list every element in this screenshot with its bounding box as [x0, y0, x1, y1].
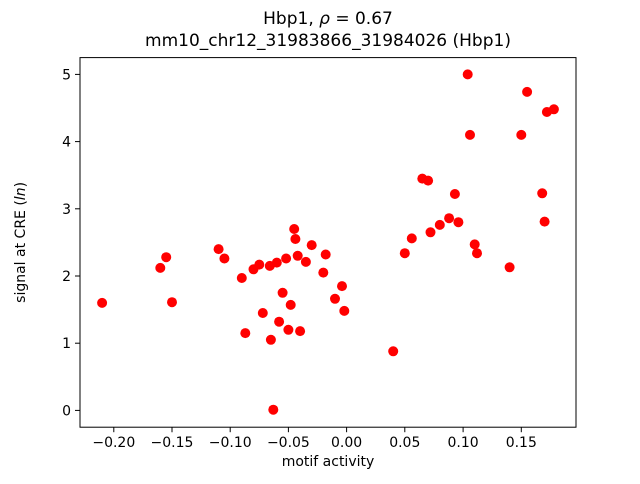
y-tick-label: 5	[62, 67, 71, 83]
x-tick-label: 0.15	[506, 435, 537, 451]
y-tick-label: 4	[62, 135, 71, 151]
data-point	[161, 252, 172, 263]
x-tick-label: −0.15	[151, 435, 194, 451]
title-prefix: Hbp1,	[263, 9, 319, 29]
data-point	[320, 249, 331, 260]
title-suffix: = 0.67	[330, 9, 393, 29]
y-label-prefix: signal at CRE (	[13, 200, 29, 303]
x-axis-ticks: −0.20 −0.15 −0.10 −0.05 0.00 0.05 0.10 0.15	[92, 427, 537, 451]
data-point	[330, 293, 340, 304]
data-point	[257, 308, 268, 318]
data-point	[271, 257, 282, 268]
data-point	[285, 299, 296, 310]
data-point	[236, 273, 247, 283]
data-point	[522, 86, 533, 97]
data-point	[213, 244, 224, 255]
data-point	[277, 287, 288, 298]
x-axis-label: motif activity	[282, 454, 375, 470]
data-point	[539, 216, 550, 227]
data-point	[465, 129, 475, 140]
data-point	[453, 217, 464, 228]
data-point	[472, 248, 482, 259]
data-point	[281, 253, 292, 264]
data-point	[462, 69, 473, 80]
chart-title-line2: mm10_chr12_31983866_31984026 (Hbp1)	[145, 31, 511, 51]
data-point	[274, 316, 285, 327]
data-point	[318, 267, 329, 278]
x-tick-label: 0.10	[448, 435, 479, 451]
data-point	[167, 297, 177, 308]
y-tick-label: 2	[62, 269, 71, 285]
data-point	[406, 233, 417, 244]
data-point	[434, 219, 445, 230]
data-point	[516, 129, 527, 140]
data-point	[449, 189, 460, 199]
plot-area	[79, 57, 577, 428]
y-tick-label: 0	[62, 403, 71, 419]
data-point	[268, 404, 279, 415]
data-point	[300, 256, 311, 267]
x-tick-label: 0.05	[389, 435, 420, 451]
y-label-suffix: )	[13, 182, 29, 187]
data-point	[444, 213, 455, 224]
data-point	[240, 328, 251, 339]
y-tick-label: 3	[62, 202, 71, 218]
data-point	[290, 234, 301, 244]
scatter-points	[97, 69, 559, 415]
x-tick-label: −0.05	[267, 435, 310, 451]
data-point	[295, 326, 306, 337]
data-point	[423, 175, 434, 186]
y-axis-label: signal at CRE (ln)	[13, 182, 29, 303]
data-point	[425, 227, 436, 238]
data-point	[469, 239, 480, 250]
data-point	[548, 104, 559, 115]
data-point	[219, 253, 230, 264]
data-point	[155, 262, 166, 273]
data-point	[292, 250, 303, 261]
x-tick-label: −0.20	[92, 435, 135, 451]
data-point	[337, 281, 347, 292]
x-tick-label: −0.10	[209, 435, 252, 451]
data-point	[339, 305, 350, 316]
data-point	[388, 346, 399, 357]
data-point	[289, 224, 300, 234]
data-point	[265, 334, 276, 345]
x-tick-label: 0.00	[331, 435, 362, 451]
data-point	[306, 240, 317, 251]
y-axis-ticks: 0 1 2 3 4 5	[62, 67, 80, 419]
data-point	[97, 297, 108, 308]
data-point	[283, 324, 294, 335]
chart-title-line1: Hbp1, ρ = 0.67	[263, 9, 393, 29]
y-tick-label: 1	[62, 336, 71, 352]
rho-symbol: ρ	[319, 9, 330, 29]
data-point	[254, 259, 265, 270]
data-point	[399, 248, 410, 259]
data-point	[537, 188, 548, 199]
y-label-italic: ln	[13, 187, 29, 200]
data-point	[504, 262, 515, 273]
